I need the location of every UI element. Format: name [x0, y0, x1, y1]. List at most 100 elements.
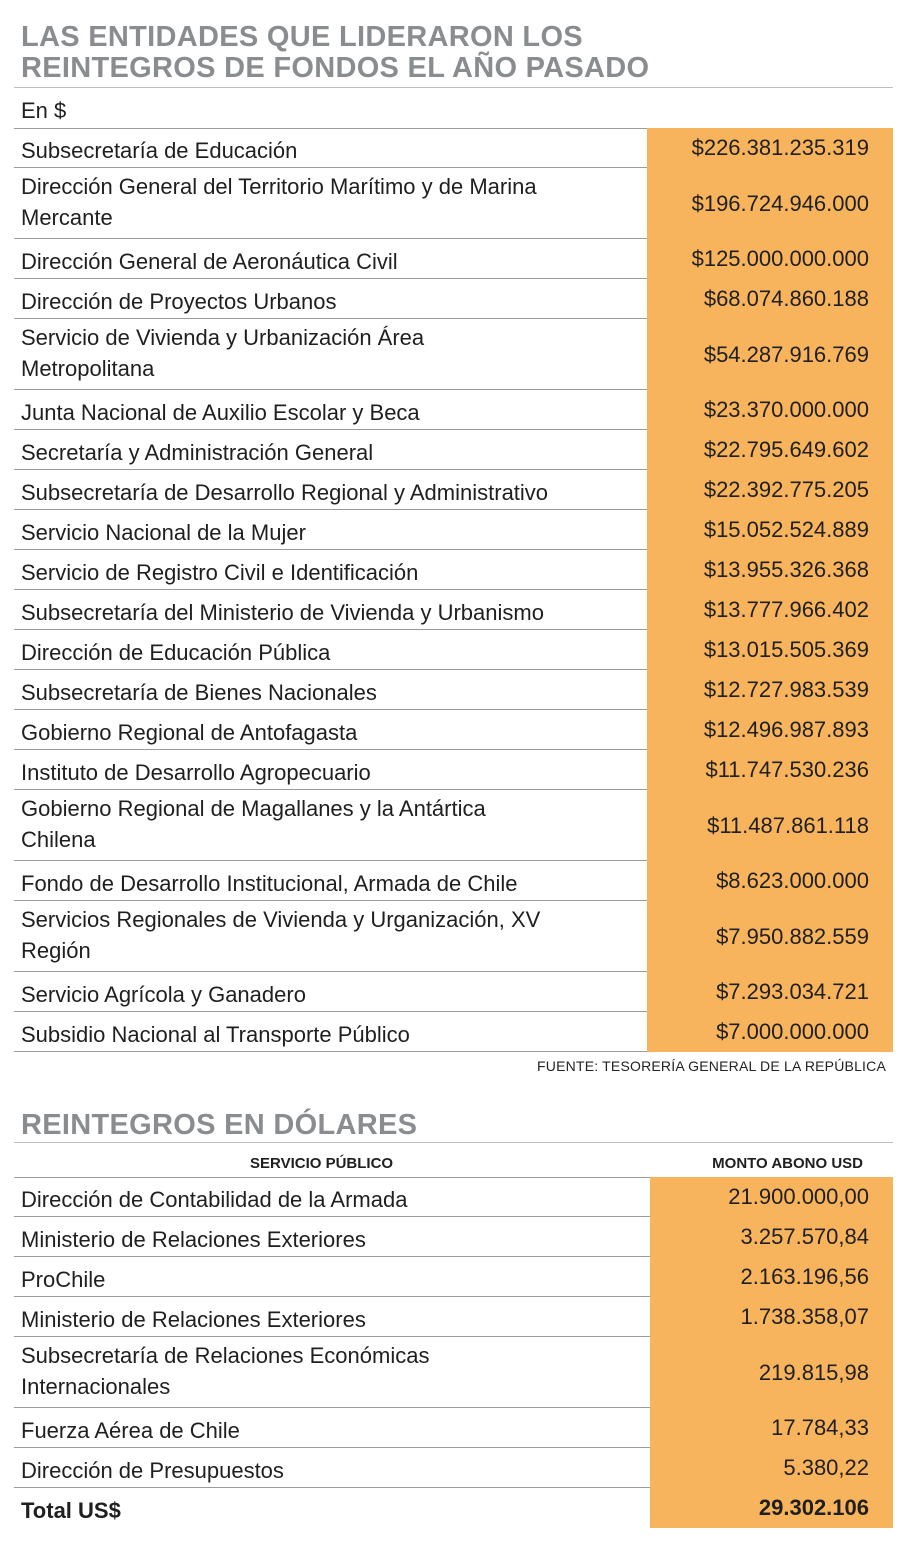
row-value-cell: $196.724.946.000: [647, 168, 893, 239]
page-title: LAS ENTIDADES QUE LIDERARON LOS REINTEGR…: [21, 22, 881, 84]
table-row: Subsecretaría del Ministerio de Vivienda…: [14, 590, 893, 630]
table-row: Fondo de Desarrollo Institucional, Armad…: [14, 861, 893, 901]
row-value: 3.257.570,84: [740, 1224, 869, 1249]
table-row: Servicio de Vivienda y Urbanización Área…: [14, 319, 893, 390]
row-name: Subsidio Nacional al Transporte Público: [21, 1019, 631, 1050]
row-value-cell: $7.000.000.000: [647, 1012, 893, 1052]
row-name: Subsecretaría de Desarrollo Regional y A…: [21, 477, 631, 508]
row-name-line: Subsecretaría de Bienes Nacionales: [21, 680, 377, 705]
row-name-line: Subsecretaría del Ministerio de Vivienda…: [21, 600, 544, 625]
row-name: Dirección de Contabilidad de la Armada: [21, 1184, 631, 1215]
row-value: $22.795.649.602: [703, 437, 869, 462]
row-name-line: Secretaría y Administración General: [21, 440, 374, 465]
row-name: Dirección General del Territorio Marítim…: [21, 171, 631, 233]
table-row: Subsecretaría de Desarrollo Regional y A…: [14, 470, 893, 510]
row-name: Fuerza Aérea de Chile: [21, 1415, 631, 1446]
row-value: $226.381.235.319: [691, 135, 869, 160]
row-value-cell: 17.784,33: [650, 1408, 893, 1448]
source-note: FUENTE: TESORERÍA GENERAL DE LA REPÚBLIC…: [537, 1058, 886, 1074]
table-row: Subsecretaría de Educación $226.381.235.3…: [14, 128, 893, 168]
row-value: 2.163.196,56: [740, 1264, 869, 1289]
row-value: 21.900.000,00: [728, 1184, 869, 1209]
table-row: Servicio Agrícola y Ganadero $7.293.034.7…: [14, 972, 893, 1012]
row-value-cell: $125.000.000.000: [647, 239, 893, 279]
row-value: $13.777.966.402: [703, 597, 869, 622]
row-value: $8.623.000.000: [716, 868, 869, 893]
row-value-cell: $13.777.966.402: [647, 590, 893, 630]
usd-table: Dirección de Contabilidad de la Armada 21…: [14, 1177, 893, 1528]
table-row: Servicios Regionales de Vivienda y Urgan…: [14, 901, 893, 972]
row-name-line: Subsecretaría de Educación: [21, 138, 298, 163]
row-value-cell: 5.380,22: [650, 1448, 893, 1488]
row-value: $15.052.524.889: [703, 517, 869, 542]
row-name-line: Ministerio de Relaciones Exteriores: [21, 1307, 366, 1332]
row-name: Servicio de Registro Civil e Identificac…: [21, 557, 631, 588]
row-value-cell: $13.955.326.368: [647, 550, 893, 590]
row-value-cell: 2.163.196,56: [650, 1257, 893, 1297]
row-name-line: Chilena: [21, 827, 96, 852]
row-value: $11.487.861.118: [707, 812, 869, 838]
row-value-cell: $13.015.505.369: [647, 630, 893, 670]
row-name: Servicio Nacional de la Mujer: [21, 517, 631, 548]
row-value-cell: $7.293.034.721: [647, 972, 893, 1012]
row-value-cell: 3.257.570,84: [650, 1217, 893, 1257]
row-value: $23.370.000.000: [703, 397, 869, 422]
row-name: Gobierno Regional de Antofagasta: [21, 717, 631, 748]
total-value: 29.302.106: [758, 1495, 869, 1520]
row-value: $11.747.530.236: [705, 757, 869, 782]
row-value-cell: $22.392.775.205: [647, 470, 893, 510]
row-value: $22.392.775.205: [703, 477, 869, 502]
table-row: Gobierno Regional de Antofagasta $12.496.…: [14, 710, 893, 750]
unit-label: En $: [21, 98, 67, 123]
row-value-cell: $22.795.649.602: [647, 430, 893, 470]
table-row: Subsecretaría de Relaciones Económicas In…: [14, 1337, 893, 1408]
row-name-line: Instituto de Desarrollo Agropecuario: [21, 760, 371, 785]
row-name-line: Dirección de Proyectos Urbanos: [21, 289, 337, 314]
table-row: ProChile 2.163.196,56: [14, 1257, 893, 1297]
pesos-table: Subsecretaría de Educación $226.381.235.3…: [14, 128, 893, 1052]
row-name-line: Región: [21, 938, 91, 963]
row-name-line: ProChile: [21, 1267, 106, 1292]
row-value-cell: 21.900.000,00: [650, 1177, 893, 1217]
usd-table-header: SERVICIO PÚBLICO MONTO ABONO USD: [14, 1142, 893, 1178]
row-name-line: Ministerio de Relaciones Exteriores: [21, 1227, 366, 1252]
row-value-cell: $12.496.987.893: [647, 710, 893, 750]
total-value-cell: 29.302.106: [650, 1488, 893, 1528]
title-line-2: REINTEGROS DE FONDOS EL AÑO PASADO: [21, 52, 650, 84]
row-name-line: Servicio de Vivienda y Urbanización Área: [21, 325, 425, 350]
row-name-line: Gobierno Regional de Antofagasta: [21, 720, 358, 745]
row-value: 5.380,22: [783, 1455, 869, 1480]
row-name: Ministerio de Relaciones Exteriores: [21, 1304, 631, 1335]
row-name: Junta Nacional de Auxilio Escolar y Beca: [21, 397, 631, 428]
table-row: Fuerza Aérea de Chile 17.784,33: [14, 1408, 893, 1448]
row-name: Servicio de Vivienda y Urbanización Área…: [21, 322, 631, 384]
row-value: 219.815,98: [758, 1359, 869, 1385]
table-row: Ministerio de Relaciones Exteriores 1.738…: [14, 1297, 893, 1337]
row-value-cell: 219.815,98: [650, 1337, 893, 1408]
row-name-line: Dirección de Presupuestos: [21, 1458, 284, 1483]
row-value: $68.074.860.188: [703, 286, 869, 311]
row-name-line: Dirección de Educación Pública: [21, 640, 331, 665]
row-name-line: Subsecretaría de Relaciones Económicas: [21, 1343, 430, 1368]
row-value: 17.784,33: [771, 1415, 869, 1440]
row-name-line: Metropolitana: [21, 356, 155, 381]
table-row: Dirección de Contabilidad de la Armada 21…: [14, 1177, 893, 1217]
table-row: Subsecretaría de Bienes Nacionales $12.72…: [14, 670, 893, 710]
row-value: $54.287.916.769: [703, 341, 869, 367]
row-name-line: Dirección General de Aeronáutica Civil: [21, 249, 398, 274]
title-line-1: LAS ENTIDADES QUE LIDERARON LOS: [21, 21, 583, 53]
row-name-line: Gobierno Regional de Magallanes y la Ant…: [21, 796, 486, 821]
row-name: ProChile: [21, 1264, 631, 1295]
row-value: $12.727.983.539: [703, 677, 869, 702]
row-name: Dirección General de Aeronáutica Civil: [21, 246, 631, 277]
row-value-cell: 1.738.358,07: [650, 1297, 893, 1337]
row-name-line: Fondo de Desarrollo Institucional, Armad…: [21, 871, 518, 896]
table-row: Dirección de Proyectos Urbanos $68.074.86…: [14, 279, 893, 319]
table-row: Servicio de Registro Civil e Identificac…: [14, 550, 893, 590]
row-name-line: Servicio Nacional de la Mujer: [21, 520, 306, 545]
row-name: Subsecretaría de Bienes Nacionales: [21, 677, 631, 708]
row-name-line: Fuerza Aérea de Chile: [21, 1418, 240, 1443]
table-row: Dirección de Educación Pública $13.015.50…: [14, 630, 893, 670]
row-value: $7.950.882.559: [716, 923, 869, 949]
row-value-cell: $54.287.916.769: [647, 319, 893, 390]
